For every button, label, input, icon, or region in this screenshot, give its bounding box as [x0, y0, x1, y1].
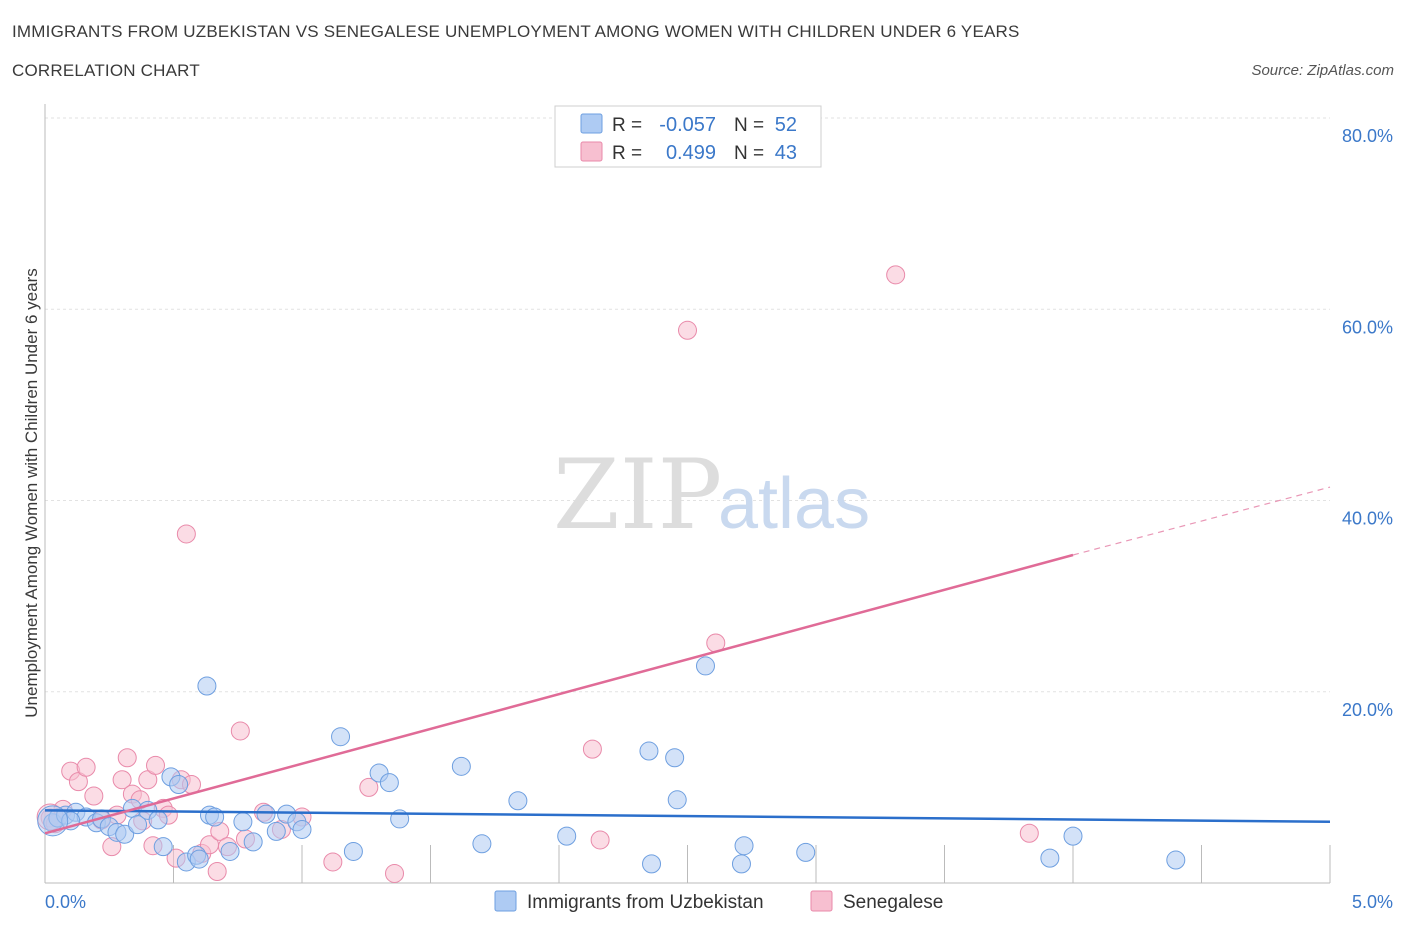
trend-line-senegalese [44, 553, 1074, 835]
legend-n-label: N = [734, 143, 764, 164]
data-point-senegalese [385, 863, 405, 883]
data-point-uzbekistan [331, 727, 351, 747]
data-point-senegalese [146, 755, 166, 775]
data-point-uzbekistan [731, 854, 751, 874]
data-point-senegalese [590, 830, 610, 850]
data-point-uzbekistan [197, 676, 217, 696]
bottom-legend-label-senegalese: Senegalese [843, 892, 943, 913]
bottom-legend-label-uzbekistan: Immigrants from Uzbekistan [527, 892, 764, 913]
legend-n-label: N = [734, 115, 764, 136]
x-tick-label: 5.0% [1352, 892, 1393, 912]
data-point-uzbekistan [343, 841, 363, 861]
legend-n-value-senegalese: 43 [775, 142, 797, 164]
x-tick-label: 0.0% [45, 892, 86, 912]
legend-r-value-senegalese: 0.499 [666, 142, 716, 164]
y-tick-label: 40.0% [1342, 509, 1393, 529]
data-point-senegalese [117, 748, 137, 768]
data-point-senegalese [76, 757, 96, 777]
data-point-uzbekistan [379, 773, 399, 793]
bottom-legend-swatch-uzbekistan [494, 890, 517, 912]
data-point-uzbekistan [451, 756, 471, 776]
y-tick-label: 80.0% [1342, 126, 1393, 146]
data-point-senegalese [323, 852, 343, 872]
data-point-uzbekistan [508, 791, 528, 811]
data-point-uzbekistan [256, 804, 276, 824]
data-point-uzbekistan [734, 836, 754, 856]
bottom-legend-swatch-senegalese [810, 890, 833, 912]
data-point-senegalese [176, 524, 196, 544]
data-point-uzbekistan [695, 656, 715, 676]
data-point-uzbekistan [667, 790, 687, 810]
data-point-uzbekistan [153, 837, 173, 857]
data-point-uzbekistan [1040, 848, 1060, 868]
data-point-uzbekistan [243, 832, 263, 852]
source-credit: Source: ZipAtlas.com [1251, 62, 1394, 79]
legend-swatch-uzbekistan [580, 113, 603, 134]
legend-r-label: R = [612, 143, 642, 164]
data-point-uzbekistan [1063, 826, 1083, 846]
data-point-senegalese [84, 786, 104, 806]
data-point-uzbekistan [233, 812, 253, 832]
y-tick-label: 60.0% [1342, 317, 1393, 337]
legend-r-label: R = [612, 115, 642, 136]
legend-r-value-uzbekistan: -0.057 [659, 114, 716, 136]
data-point-uzbekistan [266, 821, 286, 841]
data-point-uzbekistan [1166, 850, 1186, 870]
data-point-uzbekistan [639, 741, 659, 761]
watermark-zip: ZIP [553, 439, 722, 551]
stats-legend: R = -0.057 N = 52 R = 0.499 N = 43 [554, 105, 822, 168]
watermark: ZIP atlas [553, 439, 870, 551]
data-point-uzbekistan [115, 824, 135, 844]
data-point-senegalese [886, 265, 906, 285]
data-point-senegalese [582, 739, 602, 759]
data-point-uzbekistan [642, 854, 662, 874]
data-point-uzbekistan [189, 849, 209, 869]
watermark-atlas: atlas [718, 464, 870, 544]
data-point-uzbekistan [292, 819, 312, 839]
trend-line-uzbekistan [44, 809, 1331, 824]
series-senegalese-points [36, 265, 1039, 883]
data-point-uzbekistan [796, 842, 816, 862]
legend-swatch-senegalese [580, 141, 603, 162]
tick-labels: 20.0% 40.0% 60.0% 80.0% 0.0% 5.0% [45, 126, 1393, 912]
data-point-senegalese [678, 320, 697, 340]
chart-subtitle: CORRELATION CHART [12, 61, 200, 80]
trend-lines [44, 486, 1331, 835]
data-point-uzbekistan [220, 841, 240, 861]
gridlines [45, 117, 1330, 693]
data-point-uzbekistan [557, 826, 577, 846]
data-point-senegalese [359, 777, 379, 797]
data-point-uzbekistan [169, 775, 189, 795]
data-point-senegalese [112, 770, 132, 790]
data-point-uzbekistan [665, 748, 685, 768]
data-point-uzbekistan [148, 810, 168, 830]
trend-line-senegalese-extension [1072, 486, 1331, 556]
data-point-uzbekistan [128, 815, 148, 835]
y-axis-label: Unemployment Among Women with Children U… [22, 268, 41, 717]
legend-n-value-uzbekistan: 52 [775, 114, 797, 136]
data-point-senegalese [230, 721, 250, 741]
data-point-senegalese [207, 862, 227, 882]
y-tick-label: 20.0% [1342, 700, 1393, 720]
chart-title: IMMIGRANTS FROM UZBEKISTAN VS SENEGALESE… [12, 22, 1020, 41]
series-legend: Immigrants from Uzbekistan Senegalese [494, 890, 943, 913]
data-point-senegalese [1019, 823, 1039, 843]
data-point-uzbekistan [472, 834, 492, 854]
